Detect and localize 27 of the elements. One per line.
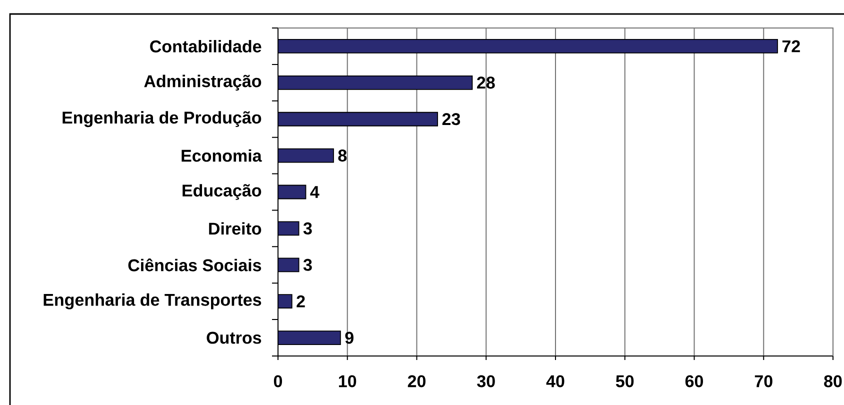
y-tick-label: Engenharia de Produção <box>62 111 262 128</box>
x-tick-label: 40 <box>546 375 564 388</box>
data-label: 4 <box>310 186 320 198</box>
data-label: 23 <box>442 113 460 126</box>
x-tick-label: 70 <box>754 375 772 388</box>
y-tick-label: Contabilidade <box>150 40 262 52</box>
y-tick-label: Educação <box>182 184 262 200</box>
data-label: 28 <box>477 76 495 89</box>
x-tick-label: 50 <box>616 375 634 388</box>
y-tick-label: Economia <box>182 149 262 162</box>
x-tick-label: 0 <box>274 375 282 388</box>
x-tick-label: 30 <box>477 375 495 388</box>
x-tick-label: 60 <box>685 375 703 388</box>
x-tick-label: 10 <box>338 375 356 388</box>
y-tick-label: Administração <box>144 74 262 91</box>
y-tick-label: Direito <box>209 222 262 235</box>
x-tick-label: 80 <box>824 375 842 388</box>
data-label: 8 <box>338 150 347 162</box>
data-label: 3 <box>303 258 312 271</box>
x-tick-label: 20 <box>408 375 426 388</box>
data-label: 3 <box>303 222 312 234</box>
data-label: 2 <box>296 295 305 308</box>
y-tick-label: Ciências Sociais <box>128 258 262 272</box>
y-tick-label: Outros <box>206 332 262 344</box>
data-label: 72 <box>782 40 800 52</box>
y-tick-label: Engenharia de Transportes <box>44 293 262 310</box>
data-label: 9 <box>345 332 354 344</box>
